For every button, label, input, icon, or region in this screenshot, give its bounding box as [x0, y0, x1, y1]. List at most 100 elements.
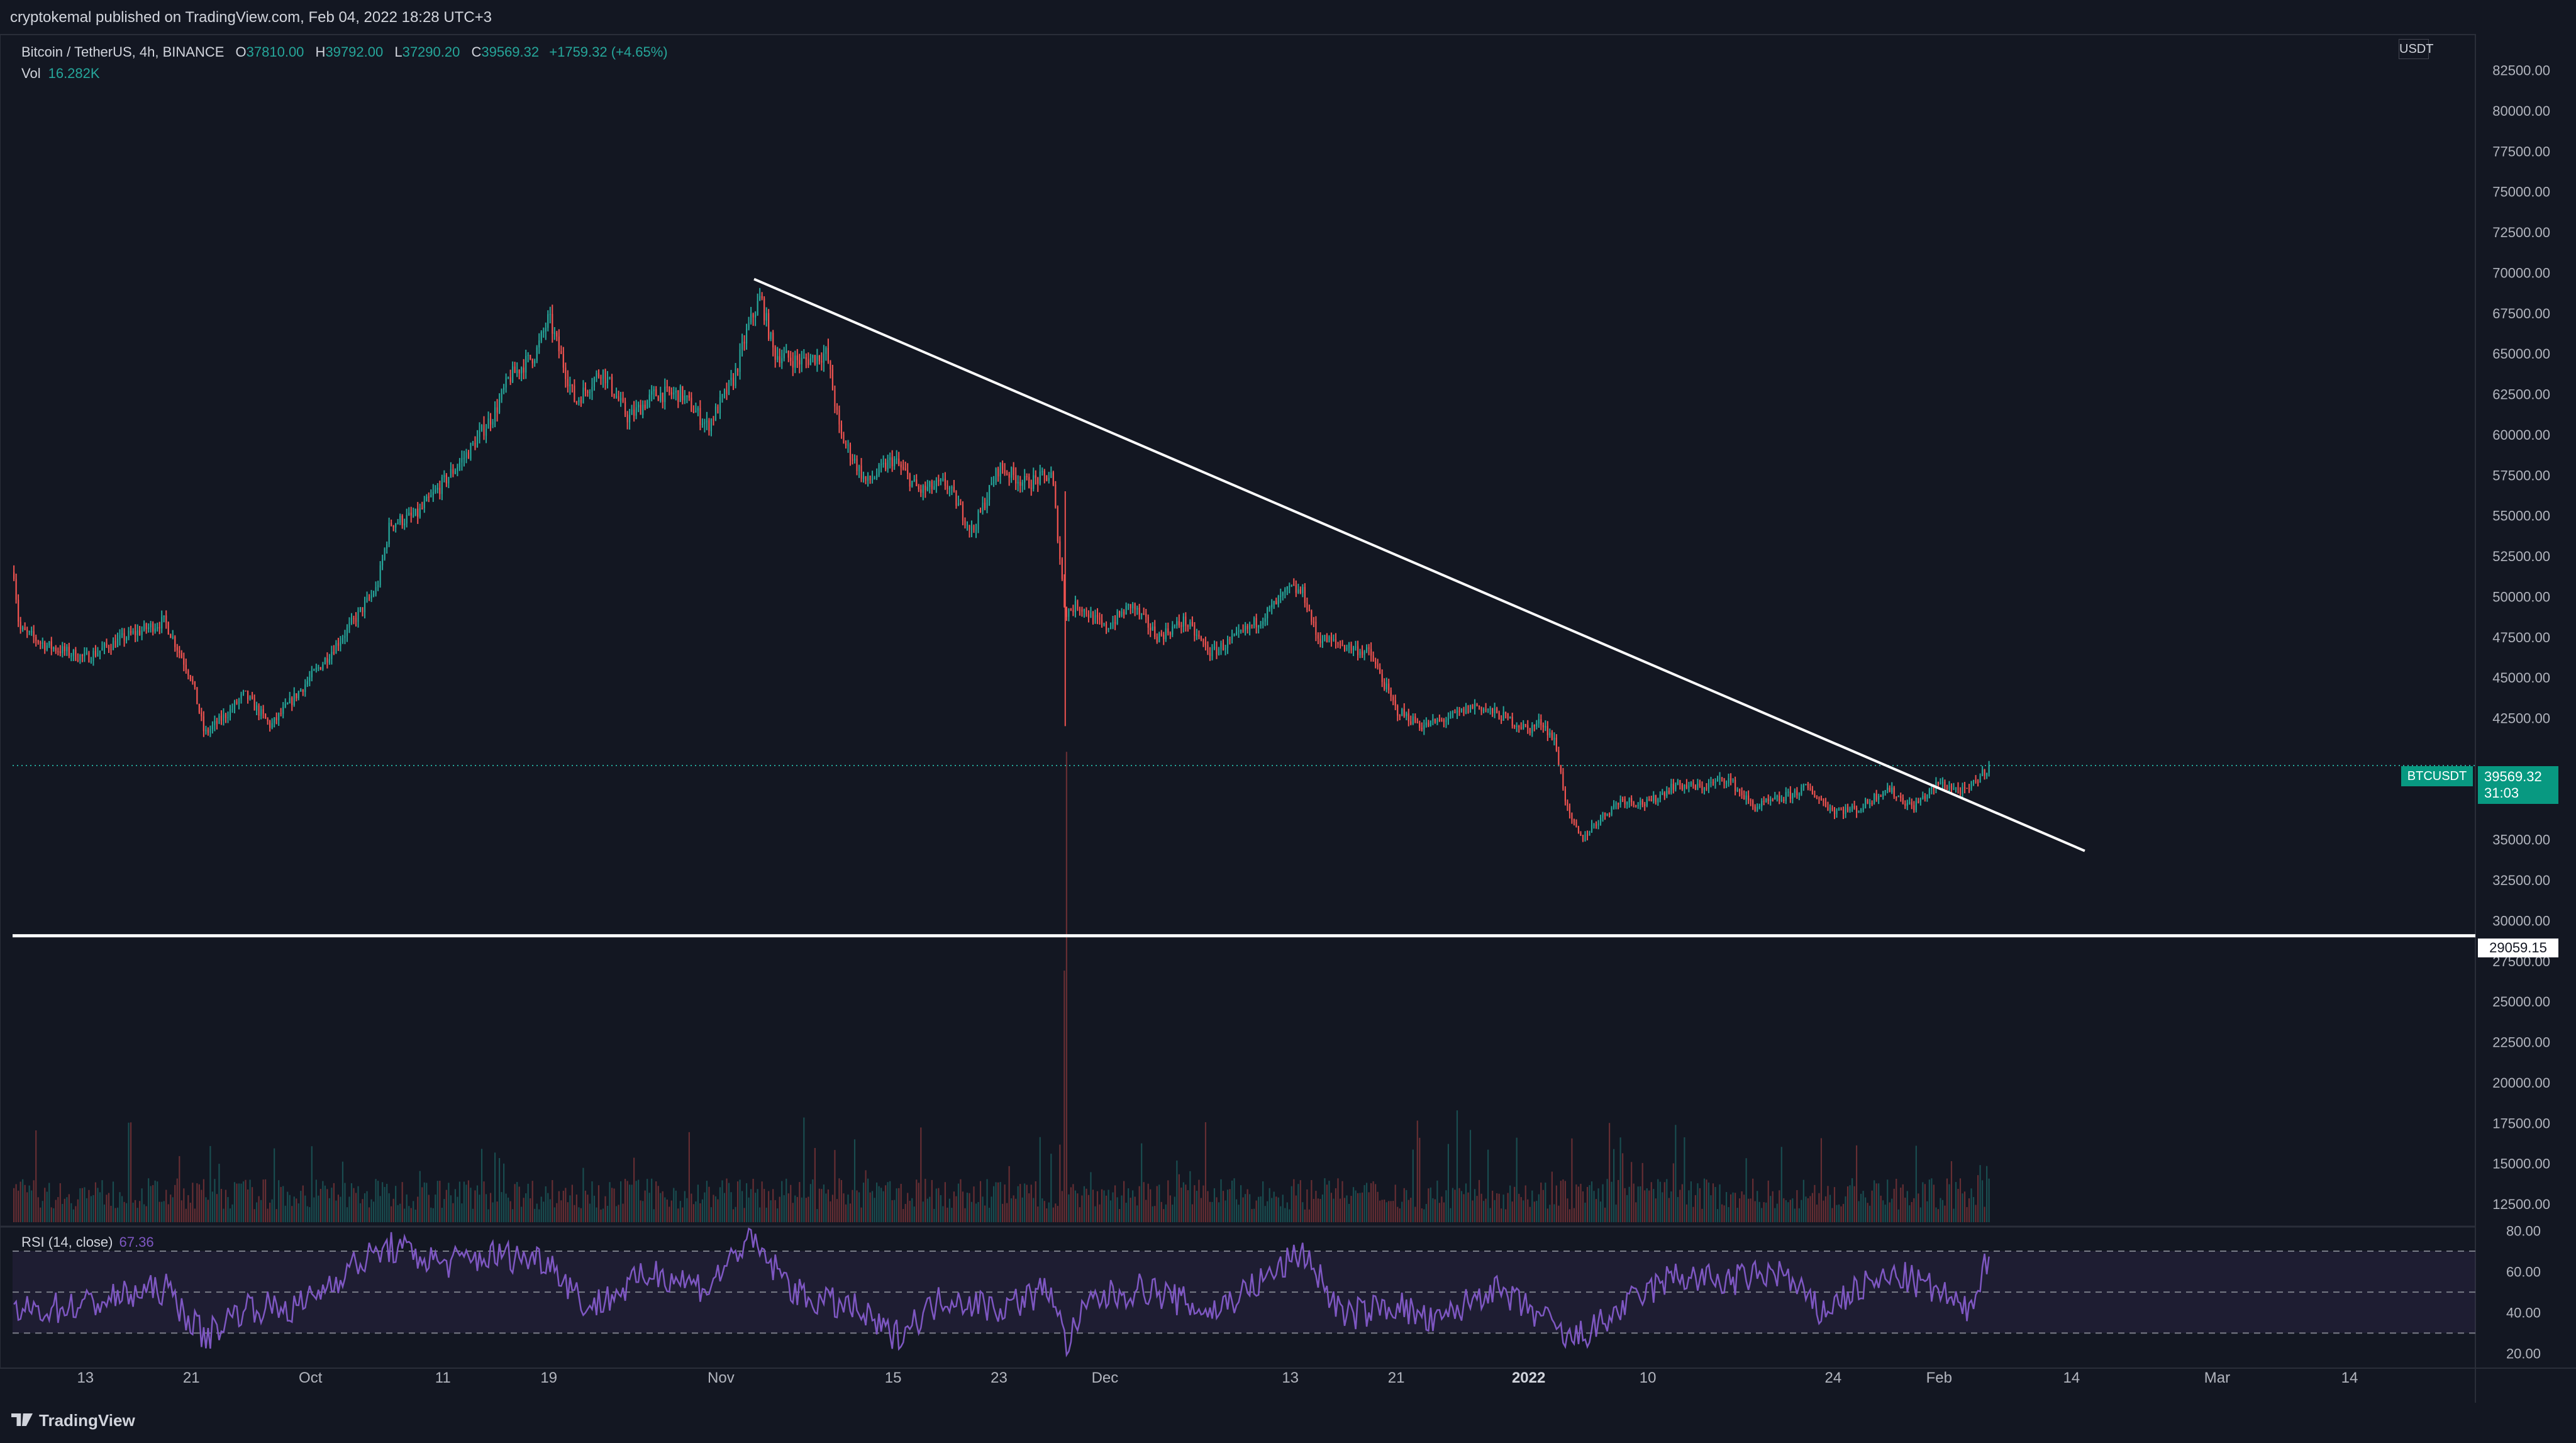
candle-body [862, 476, 865, 479]
candle-body [1458, 711, 1460, 712]
volume-bar [194, 1208, 196, 1222]
volume-bar [1758, 1201, 1760, 1222]
volume-bar [635, 1181, 637, 1222]
volume-bar [657, 1186, 659, 1222]
candle-body [543, 331, 545, 333]
candle-body [503, 387, 505, 390]
volume-bar [392, 1198, 394, 1222]
candle-body [353, 618, 355, 619]
volume-bar [1783, 1198, 1785, 1222]
volume-bar [1904, 1197, 1906, 1222]
candle-body [479, 430, 480, 437]
volume-bar [1748, 1198, 1750, 1222]
currency-label[interactable]: USDT [2399, 39, 2433, 59]
volume-bar [1432, 1198, 1434, 1222]
volume-bar [116, 1207, 119, 1222]
volume-bar [1977, 1175, 1979, 1222]
volume-bar [229, 1208, 231, 1222]
volume-bar [24, 1184, 26, 1222]
volume-bar [42, 1201, 43, 1222]
volume-bar [218, 1164, 220, 1222]
candle-body [348, 623, 350, 628]
volume-bar [410, 1208, 412, 1222]
volume-bar [931, 1179, 933, 1222]
volume-bar [158, 1201, 160, 1222]
volume-bar [1392, 1201, 1394, 1222]
candle-body [1180, 625, 1182, 627]
volume-bar [1767, 1180, 1769, 1222]
candle-body [1957, 787, 1959, 790]
volume-bar [148, 1178, 150, 1222]
candle-body [220, 715, 223, 721]
candle-body [781, 358, 783, 364]
volume-bar [1317, 1198, 1319, 1222]
candle-body [1430, 720, 1431, 727]
candle-body [1233, 634, 1235, 636]
volume-value: 16.282K [48, 65, 100, 81]
candle-body [1707, 783, 1710, 789]
candle-body [920, 489, 922, 493]
candle-body [1255, 618, 1257, 628]
volume-bar [741, 1191, 743, 1222]
volume-bar [825, 1193, 827, 1222]
volume-bar [419, 1171, 421, 1222]
volume-bar [1081, 1195, 1083, 1222]
volume-bar [1502, 1195, 1504, 1222]
volume-bar [874, 1198, 875, 1222]
candle-body [669, 387, 670, 393]
volume-bar [1196, 1191, 1197, 1222]
candle-body [158, 627, 160, 628]
candle-body [1792, 793, 1794, 799]
volume-bar [1293, 1179, 1295, 1222]
volume-bar [695, 1201, 697, 1222]
candle-body [736, 369, 739, 372]
candle-body [1887, 788, 1889, 791]
candle-body [84, 653, 86, 656]
candle-body [1628, 798, 1630, 803]
candle-body [1520, 727, 1522, 729]
volume-bar [1750, 1198, 1752, 1222]
candle-body [1816, 798, 1818, 799]
volume-bar [1957, 1188, 1959, 1222]
volume-bar [1026, 1184, 1028, 1222]
candle-body [1694, 785, 1697, 789]
candle-body [1061, 559, 1063, 579]
volume-bar [525, 1193, 527, 1222]
volume-bar [1571, 1138, 1573, 1222]
candle-body [1750, 800, 1752, 801]
volume-bar [889, 1181, 891, 1222]
candle-body [114, 640, 116, 647]
volume-bar [1180, 1188, 1182, 1222]
volume-bar [50, 1207, 52, 1222]
candle-body [1736, 789, 1738, 791]
candle-body [1452, 711, 1454, 713]
volume-bar [1741, 1191, 1743, 1222]
volume-bar [619, 1181, 622, 1222]
volume-bar [631, 1184, 633, 1222]
volume-bar [1017, 1186, 1019, 1222]
candle-body [372, 594, 375, 596]
volume-bar [1613, 1149, 1615, 1222]
volume-bar [1160, 1201, 1162, 1222]
candle-body [708, 420, 710, 432]
volume-bar [955, 1196, 957, 1222]
volume-bar [1489, 1208, 1491, 1222]
volume-bar [997, 1182, 999, 1222]
volume-bar [99, 1192, 101, 1222]
volume-bar [505, 1193, 507, 1222]
candle-body [1966, 788, 1968, 789]
volume-bar [1823, 1200, 1824, 1222]
volume-bar [476, 1185, 479, 1222]
volume-bar [90, 1196, 92, 1222]
volume-bar [1099, 1204, 1101, 1222]
volume-bar [494, 1152, 496, 1222]
volume-bar [474, 1190, 476, 1222]
volume-bar [799, 1182, 801, 1222]
candle-body [1306, 603, 1308, 610]
volume-bar [496, 1201, 498, 1222]
candle-body [97, 653, 99, 656]
volume-bar [714, 1196, 717, 1222]
volume-bar [882, 1191, 884, 1222]
volume-bar [523, 1198, 525, 1222]
